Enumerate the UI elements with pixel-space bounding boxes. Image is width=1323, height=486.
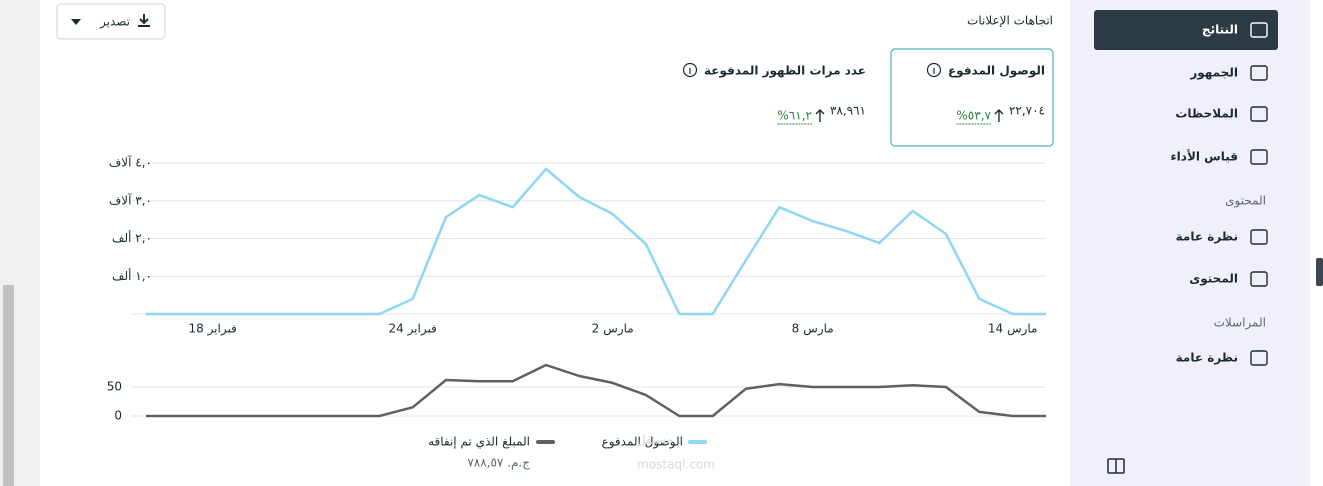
info-icon — [926, 62, 942, 78]
sidebar-label[interactable]: قياس الأداء — [1171, 149, 1238, 164]
card-change: %٥٣,٧ — [956, 109, 991, 123]
up-arrow — [815, 109, 825, 122]
sidebar: النتائج الجمهور الملاحظات قياس الأداء المحتو… — [1094, 10, 1278, 366]
sidebar-item[interactable]: المحتوى — [1189, 271, 1268, 287]
export-label[interactable]: تصدير — [99, 15, 130, 30]
sidebar-item[interactable]: قياس الأداء — [1171, 149, 1268, 165]
sidebar-icon — [1250, 149, 1268, 165]
x-tick-label: 24 فبراير — [388, 322, 436, 337]
x-tick-label: 8 مارس — [792, 322, 834, 337]
sidebar-heading: المحتوى — [1225, 194, 1266, 209]
sidebar-icon — [1250, 271, 1268, 287]
collapse-icon[interactable] — [1107, 458, 1125, 474]
sidebar-label[interactable]: الملاحظات — [1175, 107, 1238, 121]
export-button-frame[interactable] — [56, 3, 166, 40]
download-icon — [138, 14, 150, 27]
series-line — [146, 167, 1046, 316]
card-value: ٢٢,٧٠٤ — [1009, 104, 1045, 118]
x-tick-label: 14 مارس — [988, 322, 1038, 337]
sidebar-item[interactable]: نظرة عامة — [1176, 229, 1268, 245]
metric-card[interactable]: عدد مرات الظهور المدفوعة ٣٨,٩٦١ %٦١,٢ — [682, 62, 867, 125]
sidebar-label[interactable]: نظرة عامة — [1176, 351, 1238, 365]
active-highlight[interactable] — [1094, 10, 1278, 50]
legend-item[interactable]: المبلغ الذي تم إنفاقه ج.م. ٧٨٨,٥٧ — [428, 435, 555, 470]
sidebar-label[interactable]: الجمهور — [1189, 66, 1238, 81]
sidebar-item[interactable]: الملاحظات — [1175, 106, 1268, 122]
card-title: عدد مرات الظهور المدفوعة — [704, 64, 866, 79]
sidebar-item[interactable]: نظرة عامة — [1176, 350, 1268, 366]
y-tick-label: ٢,٠ ألف — [112, 230, 152, 245]
card-frame[interactable] — [890, 48, 1054, 147]
y-tick-label: ٣,٠ آلاف — [109, 192, 152, 207]
sidebar-heading: المراسلات — [1214, 316, 1266, 331]
sidebar-icon — [1250, 229, 1268, 245]
sidebar-item[interactable]: الجمهور — [1189, 65, 1268, 81]
y-tick-label: ١,٠ ألف — [112, 268, 152, 283]
watermark-arabic: مستقل — [637, 433, 673, 447]
scrollbar-thumb[interactable] — [3, 285, 14, 486]
y-tick-label: 0 — [114, 409, 122, 423]
x-tick-label: 18 فبراير — [188, 322, 236, 337]
metric-card[interactable]: الوصول المدفوع ٢٢,٧٠٤ %٥٣,٧ — [890, 48, 1054, 147]
side-tab[interactable] — [1316, 258, 1323, 286]
sidebar-icon — [1250, 106, 1268, 122]
sidebar-label[interactable]: النتائج — [1202, 23, 1238, 37]
x-tick-label: 2 مارس — [592, 322, 634, 337]
y-tick-label: ٤,٠ آلاف — [109, 155, 152, 170]
sidebar-background — [1070, 0, 1310, 486]
metric-cards: الوصول المدفوع ٢٢,٧٠٤ %٥٣,٧ عدد مرات الظهور… — [682, 48, 1054, 147]
legend-item[interactable]: الوصول المدفوع — [602, 435, 707, 450]
watermark-latin: mostaql.com — [637, 458, 715, 472]
sidebar-item[interactable]: النتائج — [1094, 10, 1278, 50]
card-value: ٣٨,٩٦١ — [830, 104, 866, 118]
legend-label: الوصول المدفوع — [602, 435, 683, 450]
section-title: اتجاهات الإعلانات — [967, 14, 1053, 28]
legend-label: المبلغ الذي تم إنفاقه — [428, 435, 530, 449]
sidebar-label[interactable]: المحتوى — [1189, 272, 1238, 287]
sidebar-icon — [1250, 65, 1268, 81]
info-icon — [682, 62, 698, 78]
card-title: الوصول المدفوع — [948, 64, 1045, 79]
right-edge — [1310, 0, 1323, 486]
sidebar-icon — [1250, 22, 1268, 38]
up-arrow — [994, 109, 1004, 122]
series-line — [146, 363, 1046, 418]
card-change: %٦١,٢ — [777, 109, 812, 123]
sidebar-icon — [1250, 350, 1268, 366]
y-tick-label: 50 — [107, 380, 122, 394]
export-button[interactable]: تصدير — [56, 3, 166, 40]
legend-note: ج.م. ٧٨٨,٥٧ — [467, 456, 530, 470]
sidebar-label[interactable]: نظرة عامة — [1176, 230, 1238, 244]
caret-icon — [71, 19, 81, 25]
